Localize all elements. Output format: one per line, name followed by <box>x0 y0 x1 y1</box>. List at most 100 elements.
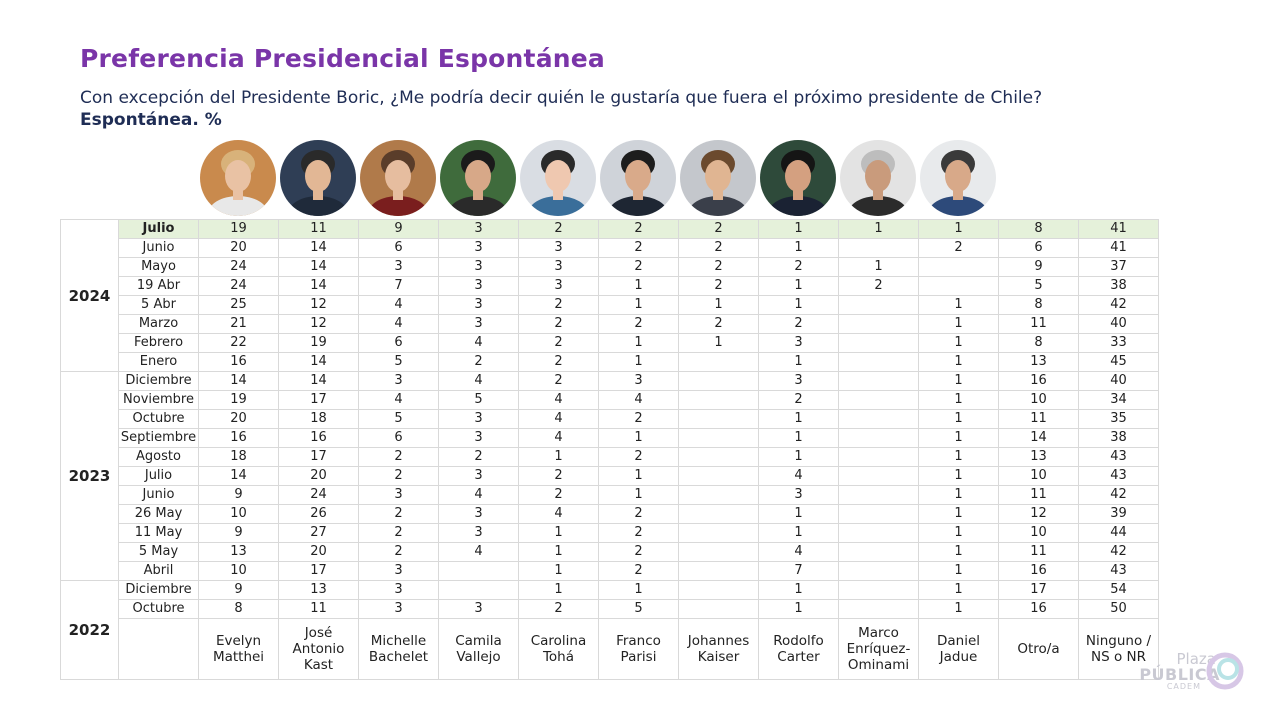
value-cell: 1 <box>518 523 599 543</box>
value-cell: 4 <box>598 390 679 410</box>
value-cell: 1 <box>598 428 679 448</box>
value-cell: 2 <box>438 447 519 467</box>
value-cell: 2 <box>358 523 439 543</box>
value-cell: 3 <box>438 409 519 429</box>
value-cell <box>838 466 919 486</box>
value-cell: 16 <box>998 371 1079 391</box>
value-cell: 11 <box>278 219 359 239</box>
table-row: Junio 20 14 6 3 3 2 2 1 2 6 41 <box>61 238 1159 258</box>
value-cell: 20 <box>278 466 359 486</box>
candidate-photo <box>200 140 276 216</box>
value-cell: 1 <box>518 447 599 467</box>
table-row: 5 Abr 25 12 4 3 2 1 1 1 1 8 42 <box>61 295 1159 315</box>
column-header: Franco Parisi <box>598 618 679 680</box>
empty-cell <box>118 618 199 680</box>
value-cell <box>838 561 919 581</box>
preference-table: 2024 Julio 19 11 9 3 2 2 2 1 1 1 8 41 Junio 20 14 6 3 3 2 2 1 2… <box>60 219 1159 680</box>
logo-text-publica: PÚBLICA <box>1139 665 1220 684</box>
value-cell <box>438 580 519 600</box>
value-cell: 1 <box>598 276 679 296</box>
value-cell: 3 <box>438 276 519 296</box>
value-cell: 1 <box>598 333 679 353</box>
value-cell: 5 <box>598 599 679 619</box>
value-cell <box>838 371 919 391</box>
value-cell: 1 <box>918 352 999 372</box>
value-cell: 5 <box>438 390 519 410</box>
table-row: Enero 16 14 5 2 2 1 1 1 13 45 <box>61 352 1159 372</box>
value-cell: 1 <box>598 295 679 315</box>
value-cell: 10 <box>998 390 1079 410</box>
value-cell: 4 <box>518 390 599 410</box>
candidate-photo <box>360 140 436 216</box>
value-cell: 40 <box>1078 314 1159 334</box>
column-header: Otro/a <box>998 618 1079 680</box>
period-label: Diciembre <box>118 371 199 391</box>
value-cell: 13 <box>998 447 1079 467</box>
value-cell: 4 <box>358 295 439 315</box>
column-header: Evelyn Matthei <box>198 618 279 680</box>
value-cell: 2 <box>598 561 679 581</box>
table-row: Febrero 22 19 6 4 2 1 1 3 1 8 33 <box>61 333 1159 353</box>
column-header: Rodolfo Carter <box>758 618 839 680</box>
value-cell: 3 <box>758 485 839 505</box>
table-row: Julio 14 20 2 3 2 1 4 1 10 43 <box>61 466 1159 486</box>
value-cell: 4 <box>758 466 839 486</box>
value-cell <box>838 314 919 334</box>
value-cell: 37 <box>1078 257 1159 277</box>
measure-label: Espontánea. % <box>80 110 222 130</box>
period-label: Enero <box>118 352 199 372</box>
value-cell: 2 <box>758 390 839 410</box>
table-row: 2023 Diciembre 14 14 3 4 2 3 3 1 16 40 <box>60 371 1159 581</box>
value-cell: 2 <box>598 409 679 429</box>
value-cell: 20 <box>278 542 359 562</box>
value-cell <box>678 580 759 600</box>
value-cell: 12 <box>998 504 1079 524</box>
logo-swirl-icon <box>1206 652 1244 690</box>
cadem-logo: Plaza PÚBLICA CADEM <box>1128 650 1248 695</box>
value-cell: 14 <box>198 466 279 486</box>
portrait-icon <box>920 140 996 216</box>
value-cell: 3 <box>438 257 519 277</box>
year-label: 2022 <box>60 580 119 680</box>
value-cell: 16 <box>198 352 279 372</box>
value-cell: 1 <box>758 504 839 524</box>
value-cell: 2 <box>518 371 599 391</box>
value-cell: 3 <box>438 314 519 334</box>
table-row: Octubre 20 18 5 3 4 2 1 1 11 35 <box>61 409 1159 429</box>
portrait-icon <box>680 140 756 216</box>
value-cell: 1 <box>518 542 599 562</box>
value-cell: 1 <box>598 580 679 600</box>
value-cell: 14 <box>278 371 359 391</box>
value-cell: 18 <box>198 447 279 467</box>
value-cell <box>678 504 759 524</box>
portrait-icon <box>600 140 676 216</box>
value-cell: 43 <box>1078 561 1159 581</box>
value-cell: 1 <box>918 542 999 562</box>
value-cell <box>838 428 919 448</box>
logo-text-plaza: Plaza <box>1176 650 1216 668</box>
value-cell: 1 <box>918 314 999 334</box>
value-cell: 25 <box>198 295 279 315</box>
period-label: Noviembre <box>118 390 199 410</box>
value-cell: 4 <box>438 371 519 391</box>
value-cell: 2 <box>838 276 919 296</box>
value-cell: 1 <box>598 485 679 505</box>
value-cell: 1 <box>758 219 839 239</box>
value-cell: 43 <box>1078 466 1159 486</box>
table-row: Marzo 21 12 4 3 2 2 2 2 1 11 40 <box>61 314 1159 334</box>
value-cell: 3 <box>518 276 599 296</box>
value-cell: 14 <box>278 352 359 372</box>
value-cell: 3 <box>438 219 519 239</box>
value-cell: 1 <box>918 219 999 239</box>
value-cell: 21 <box>198 314 279 334</box>
value-cell: 2 <box>598 447 679 467</box>
logo-text-cadem: CADEM <box>1166 682 1201 691</box>
value-cell: 5 <box>998 276 1079 296</box>
value-cell: 3 <box>598 371 679 391</box>
value-cell: 16 <box>278 428 359 448</box>
value-cell: 12 <box>278 295 359 315</box>
value-cell <box>918 276 999 296</box>
portrait-icon <box>440 140 516 216</box>
value-cell: 2 <box>438 352 519 372</box>
candidate-photo <box>920 140 996 216</box>
